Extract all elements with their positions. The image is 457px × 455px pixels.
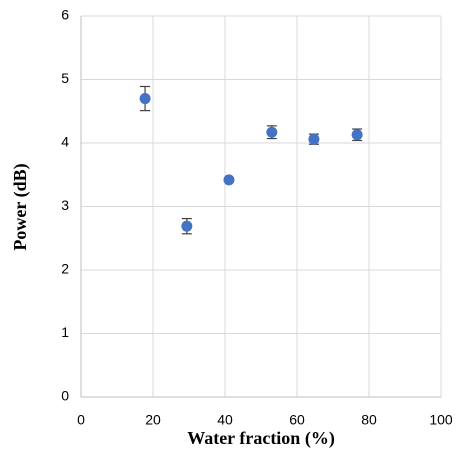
y-tick-label: 6	[61, 7, 69, 23]
y-tick-label: 0	[61, 388, 69, 404]
x-tick-label: 100	[429, 412, 453, 428]
point	[139, 93, 151, 105]
x-tick-label: 80	[361, 412, 377, 428]
point	[181, 220, 193, 232]
x-tick-label: 0	[77, 412, 85, 428]
point	[223, 174, 235, 186]
y-tick-label: 2	[61, 261, 69, 277]
x-tick-label: 40	[217, 412, 233, 428]
y-tick-label: 3	[61, 197, 69, 213]
y-axis-title: Power (dB)	[10, 163, 31, 250]
x-tick-label: 20	[145, 412, 161, 428]
point	[351, 129, 363, 141]
point	[266, 126, 278, 138]
y-tick-label: 4	[61, 134, 69, 150]
y-tick-label: 1	[61, 324, 69, 340]
x-axis-title: Water fraction (%)	[187, 428, 335, 449]
y-tick-label: 5	[61, 70, 69, 86]
x-tick-label: 60	[289, 412, 305, 428]
point	[308, 133, 320, 145]
